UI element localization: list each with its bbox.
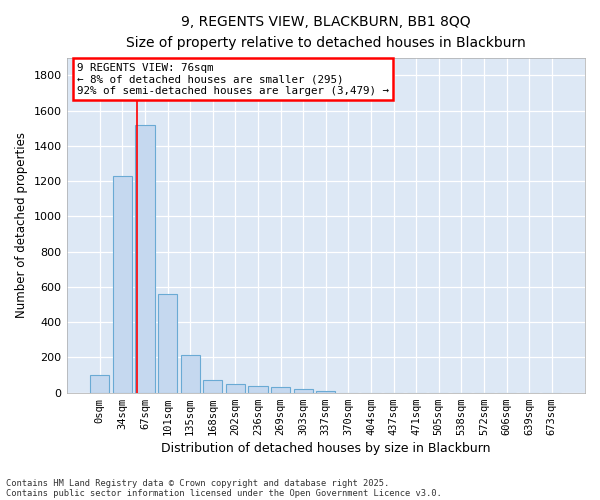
Bar — [136, 124, 155, 392]
Text: Contains HM Land Registry data © Crown copyright and database right 2025.: Contains HM Land Registry data © Crown c… — [6, 478, 389, 488]
Title: 9, REGENTS VIEW, BLACKBURN, BB1 8QQ
Size of property relative to detached houses: 9, REGENTS VIEW, BLACKBURN, BB1 8QQ Size… — [126, 15, 526, 50]
Bar — [203, 380, 223, 392]
Bar — [181, 355, 200, 393]
X-axis label: Distribution of detached houses by size in Blackburn: Distribution of detached houses by size … — [161, 442, 491, 455]
Bar — [226, 384, 245, 392]
Text: 9 REGENTS VIEW: 76sqm
← 8% of detached houses are smaller (295)
92% of semi-deta: 9 REGENTS VIEW: 76sqm ← 8% of detached h… — [77, 62, 389, 96]
Bar — [248, 386, 268, 392]
Text: Contains public sector information licensed under the Open Government Licence v3: Contains public sector information licen… — [6, 488, 442, 498]
Bar — [90, 375, 109, 392]
Bar — [158, 294, 177, 392]
Bar — [113, 176, 132, 392]
Bar — [271, 386, 290, 392]
Bar — [316, 391, 335, 392]
Y-axis label: Number of detached properties: Number of detached properties — [15, 132, 28, 318]
Bar — [293, 389, 313, 392]
